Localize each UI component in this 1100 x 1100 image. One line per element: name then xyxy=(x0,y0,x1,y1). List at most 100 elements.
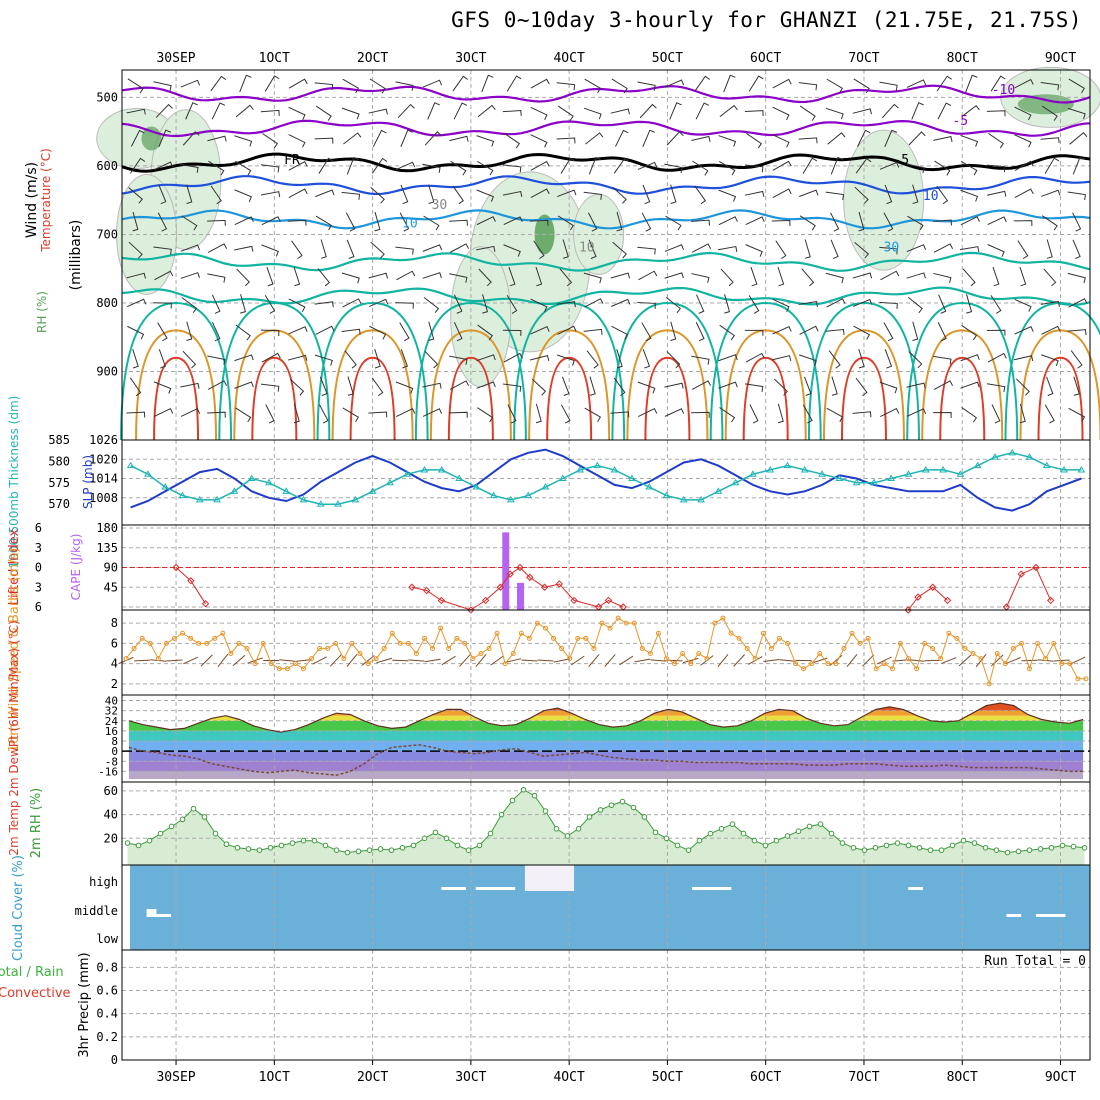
wind-barb xyxy=(694,185,707,205)
thickness-marker xyxy=(835,474,844,481)
wind-barb xyxy=(907,215,924,231)
thickness-marker xyxy=(731,478,740,486)
wind-barb xyxy=(827,132,846,145)
wind-barb xyxy=(530,326,550,335)
wind-barb xyxy=(289,378,305,396)
wind-barb xyxy=(181,215,198,231)
contour-label: 10 xyxy=(402,217,418,232)
contour-label: -5 xyxy=(952,114,968,129)
wind-barb xyxy=(506,75,522,92)
wind-barb xyxy=(560,157,576,174)
wind-speed-marker xyxy=(1075,676,1081,682)
wind-barb xyxy=(799,189,819,197)
wind-barb xyxy=(987,352,1007,363)
wind-barb xyxy=(857,129,871,147)
wind-barb xyxy=(906,272,926,279)
wind-barb xyxy=(799,105,816,121)
legend-convective: Convective xyxy=(0,986,71,1001)
wind-barb xyxy=(236,268,250,287)
rh-marker xyxy=(916,844,923,851)
wind-barb-10m xyxy=(376,657,392,664)
wind-barb xyxy=(127,78,144,94)
slp-tick-label: 1026 xyxy=(89,433,118,447)
thickness-marker xyxy=(455,474,463,481)
rh-line xyxy=(127,789,1085,854)
wind-barb xyxy=(132,349,139,369)
wind-barb xyxy=(988,133,1005,149)
x-tick-label-bottom: 6OCT xyxy=(750,1070,781,1085)
wind-barb xyxy=(208,160,225,176)
x-tick-label-top: 2OCT xyxy=(357,51,388,66)
cloud-segment xyxy=(156,914,172,917)
wind-barb xyxy=(826,298,846,308)
precip-tick-label: 0.4 xyxy=(96,1007,118,1021)
wind-barb xyxy=(637,302,656,309)
wind-barb xyxy=(400,349,409,369)
thickness-marker xyxy=(558,474,567,481)
wind-barb xyxy=(938,294,947,314)
rh-marker xyxy=(1026,847,1033,853)
rh-marker xyxy=(993,847,1000,853)
wind-barb xyxy=(427,102,440,120)
wind-barb xyxy=(369,325,387,340)
wind-barb xyxy=(342,298,362,308)
wind-barb xyxy=(341,328,361,335)
wind-barb xyxy=(858,349,865,369)
wind-barb xyxy=(694,75,710,92)
wind-barb-10m xyxy=(232,654,246,667)
x-tick-label-bottom: 5OCT xyxy=(652,1070,683,1085)
wind-speed-marker xyxy=(752,656,758,662)
rh-marker xyxy=(190,805,197,812)
lifted-index-marker xyxy=(437,596,446,605)
chart-title: GFS 0~10day 3-hourly for GHANZI (21.75E,… xyxy=(451,8,1082,32)
wind-barb xyxy=(1014,106,1032,121)
wind-speed-marker xyxy=(325,645,331,651)
wind-barb xyxy=(1041,215,1058,231)
thickness-tick-label: 580 xyxy=(48,454,70,468)
wind-barb xyxy=(291,240,303,260)
wind-barb xyxy=(799,215,816,231)
wind-barb xyxy=(669,102,682,120)
slp-tick-label: 1008 xyxy=(89,491,118,505)
wind-speed-marker xyxy=(631,620,637,626)
thickness-marker xyxy=(1008,448,1017,456)
cape-tick-label: 90 xyxy=(104,561,118,575)
wind-barb xyxy=(610,108,630,115)
wind-barb xyxy=(260,164,280,173)
wind-barb xyxy=(616,349,623,369)
wind-barb xyxy=(906,163,925,174)
rh-marker xyxy=(883,842,890,849)
wind-barb xyxy=(503,352,523,363)
wind-barb xyxy=(395,381,414,394)
wind-speed-marker xyxy=(518,630,524,636)
x-tick-label-bottom: 1OCT xyxy=(259,1070,290,1085)
lifted-index-marker xyxy=(408,583,416,591)
wind-barb xyxy=(583,272,602,284)
rh-marker xyxy=(971,840,978,846)
wind-barb xyxy=(476,189,495,202)
lifted-index-marker xyxy=(187,576,195,585)
wind-barb xyxy=(557,325,577,335)
wind-barb xyxy=(588,156,602,175)
lifted-index-marker xyxy=(619,603,627,611)
thickness-marker xyxy=(386,478,394,486)
thickness-marker xyxy=(230,487,239,494)
wind-barb-10m xyxy=(408,659,425,662)
thickness-marker xyxy=(593,461,602,469)
wind-barb xyxy=(691,135,711,142)
wind-barb xyxy=(642,349,651,369)
wind-speed-marker xyxy=(785,640,790,646)
wind-barb xyxy=(346,239,355,259)
wind-barb xyxy=(642,184,651,205)
rh-marker xyxy=(201,814,208,820)
thickness-marker xyxy=(645,483,654,490)
rh-marker xyxy=(828,830,835,837)
wind-barb xyxy=(556,354,575,366)
boundary-isotherm xyxy=(1019,329,1100,441)
thickness-marker xyxy=(299,495,308,503)
wind-speed-marker xyxy=(244,645,250,651)
wind-barb xyxy=(772,134,790,148)
wind-speed-marker xyxy=(284,666,290,672)
wind-barb xyxy=(611,325,629,340)
wind-speed-marker xyxy=(680,651,686,657)
